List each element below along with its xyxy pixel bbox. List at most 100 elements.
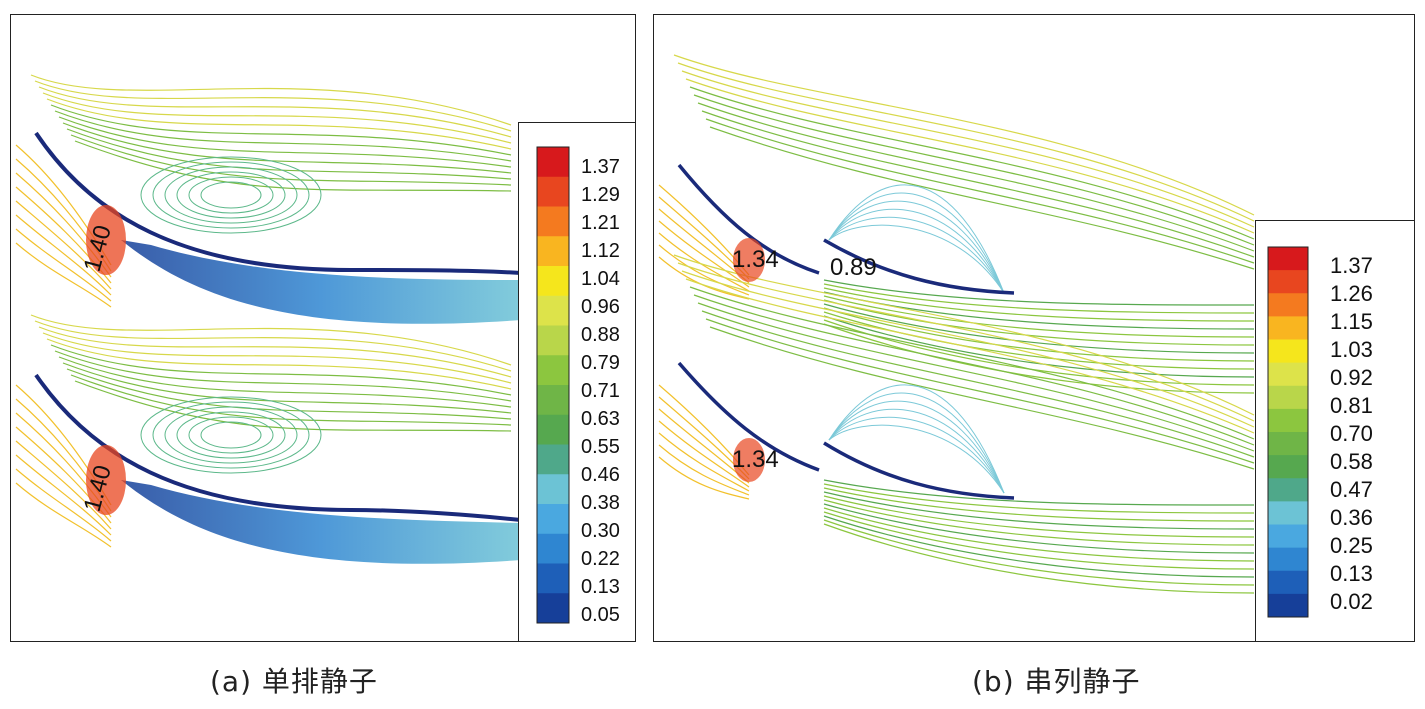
colorbar-swatch [537, 295, 569, 326]
contour-line [15, 482, 112, 548]
colorbar-swatch [1268, 547, 1308, 572]
peak-spot-b-2 [733, 438, 765, 482]
contour-line [828, 184, 1005, 294]
colorbar-swatch [1268, 408, 1308, 433]
contour-line [685, 78, 1255, 234]
contour-label-b-3: 1.34 [732, 446, 779, 473]
legend-a-label: 0.30 [581, 520, 620, 542]
contour-line [681, 70, 1255, 228]
legend-a-label: 0.96 [581, 296, 620, 318]
contour-line [823, 511, 1255, 570]
contour-line [705, 318, 1255, 464]
colorbar-swatch [1268, 247, 1308, 271]
contour-line [54, 350, 512, 402]
contour-line [823, 487, 1255, 522]
contour-line [62, 362, 512, 414]
contour-line [74, 140, 512, 192]
legend-a-label: 0.79 [581, 352, 620, 374]
contour-line [823, 303, 1255, 354]
contour-line [164, 166, 298, 224]
contour-line [176, 411, 286, 459]
colorbar-frame [536, 146, 570, 624]
contour-line [200, 181, 262, 209]
colorbar-swatch [537, 533, 569, 564]
legend-a-label: 1.29 [581, 184, 620, 206]
colorbar-swatch [537, 266, 569, 297]
colorbar-swatch [537, 385, 569, 416]
contour-line [200, 421, 262, 449]
colorbar-swatch [1268, 385, 1308, 410]
contour-line [50, 344, 512, 396]
contour-line [828, 392, 1005, 494]
legend-a-label: 0.46 [581, 464, 620, 486]
peak-spot-b-1 [733, 238, 765, 282]
legend-b-label: 0.25 [1330, 533, 1373, 558]
legend-b-label: 0.47 [1330, 477, 1373, 502]
rear-blade-b-lower [823, 441, 1015, 500]
contour-line [689, 86, 1255, 240]
colorbar-swatch [537, 176, 569, 207]
contour-line [15, 214, 112, 296]
contour-line [15, 454, 112, 536]
legend-b-label: 0.81 [1330, 393, 1373, 418]
contour-line [828, 416, 1005, 494]
contour-line [823, 295, 1255, 338]
contour-line [673, 54, 1255, 216]
contour-line [34, 80, 512, 132]
contour-line [823, 503, 1255, 554]
contour-line [70, 134, 512, 186]
contour-line [693, 294, 1255, 446]
contour-line [658, 456, 750, 500]
peak-spot-a-1 [86, 205, 126, 275]
peak-spot-a-2 [86, 445, 126, 515]
contour-line [30, 74, 512, 126]
legend-a-label: 0.05 [581, 604, 620, 626]
contour-line [823, 323, 1255, 394]
legend-a-label: 0.22 [581, 548, 620, 570]
front-blade-b-upper [677, 163, 820, 275]
legend-b-label: 1.37 [1330, 253, 1373, 278]
contour-line [823, 523, 1255, 594]
contour-line [828, 216, 1005, 294]
colorbar-swatch [537, 563, 569, 594]
contour-line [823, 479, 1255, 506]
contour-line [58, 116, 512, 168]
contour-line [42, 92, 512, 144]
colorbar-swatch [1268, 316, 1308, 340]
colorbar-swatch [1268, 293, 1308, 317]
colorbar-swatch [1268, 570, 1308, 595]
contour-line [658, 420, 750, 488]
contour-line [697, 102, 1255, 252]
contour-line [701, 110, 1255, 258]
colorbar-swatch [537, 474, 569, 505]
legend-b-label: 0.58 [1330, 449, 1373, 474]
legend-b-label: 0.92 [1330, 365, 1373, 390]
contour-line [140, 156, 322, 234]
legend-a-label: 1.12 [581, 240, 620, 262]
rear-blade-b-upper [823, 238, 1015, 295]
contour-line [828, 224, 1005, 294]
contour-line [689, 286, 1255, 440]
contour-line [140, 396, 322, 474]
contour-line [823, 495, 1255, 538]
contour-line [58, 356, 512, 408]
contour-line [828, 408, 1005, 494]
wake-a-upper [121, 240, 521, 324]
contour-line [658, 444, 750, 496]
colorbar-swatch [537, 206, 569, 237]
contour-line [823, 283, 1255, 314]
contour-line [709, 326, 1255, 470]
contour-line [66, 368, 512, 420]
colorbar-swatch [537, 355, 569, 386]
colorbar-legend-b: 1.37 1.26 1.15 1.03 0.92 0.81 0.70 0.58 … [1255, 220, 1414, 641]
contour-line [828, 208, 1005, 294]
contour-line [823, 311, 1255, 370]
colorbar-legend-a: 1.37 1.29 1.21 1.12 1.04 0.96 0.88 0.79 … [518, 122, 635, 641]
legend-a-label: 1.04 [581, 268, 620, 290]
contour-label-b-1: 1.34 [732, 246, 779, 273]
colorbar-swatch [537, 236, 569, 267]
colorbar-swatch [537, 593, 569, 624]
contour-line [705, 118, 1255, 264]
contour-line [823, 491, 1255, 530]
contour-line [15, 440, 112, 530]
